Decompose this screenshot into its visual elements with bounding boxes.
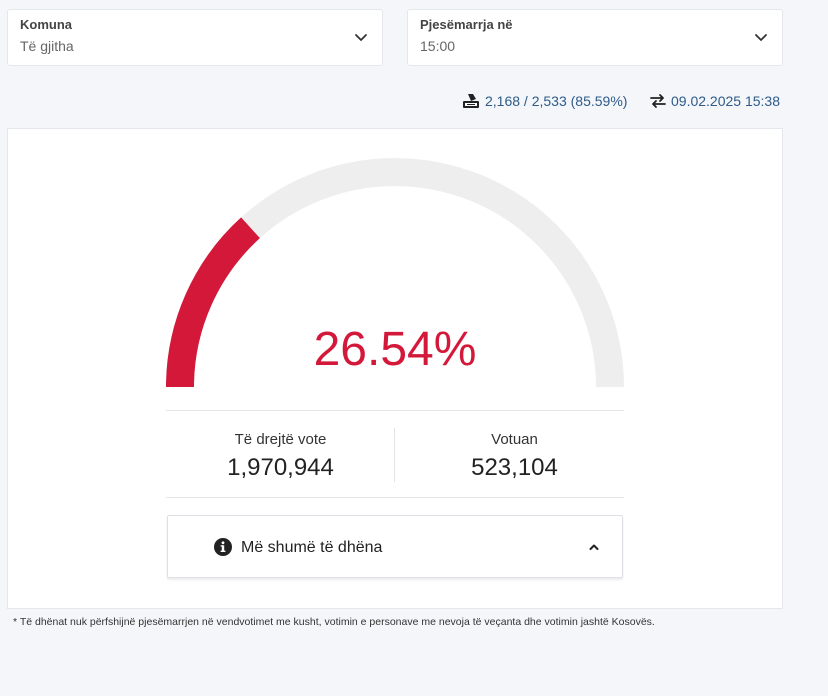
divider: [166, 497, 624, 498]
chevron-down-icon: [355, 34, 367, 41]
divider: [166, 410, 624, 411]
voted-label: Votuan: [491, 431, 538, 448]
voted-value: 523,104: [471, 454, 558, 481]
eligible-voters-label: Të drejtë vote: [234, 431, 327, 448]
info-icon: [214, 538, 232, 556]
gauge-fill: [166, 217, 261, 388]
chevron-up-icon: [589, 544, 599, 550]
ballot-box-icon: [463, 94, 479, 108]
divider: [394, 428, 395, 482]
participation-time-value: 15:00: [420, 38, 456, 54]
municipality-label: Komuna: [20, 17, 72, 32]
chevron-down-icon: [755, 34, 767, 41]
municipality-value: Të gjitha: [20, 38, 74, 54]
eligible-voters-value: 1,970,944: [227, 454, 334, 481]
eligible-voters-stat: Të drejtë vote 1,970,944: [166, 430, 395, 484]
participation-time-label: Pjesëmarrja në: [420, 17, 513, 32]
turnout-gauge: [166, 158, 624, 388]
participation-time-select[interactable]: Pjesëmarrja në 15:00: [407, 9, 783, 66]
sync-arrows-icon: [650, 94, 666, 108]
voted-stat: Votuan 523,104: [400, 430, 629, 484]
polling-stations-text: 2,168 / 2,533 (85.59%): [485, 93, 628, 109]
more-data-label: Më shumë të dhëna: [241, 539, 383, 556]
turnout-percentage: 26.54%: [313, 323, 477, 376]
municipality-select[interactable]: Komuna Të gjitha: [7, 9, 383, 66]
last-updated-text: 09.02.2025 15:38: [671, 93, 780, 109]
last-updated: 09.02.2025 15:38: [650, 90, 780, 112]
more-data-toggle[interactable]: Më shumë të dhëna: [167, 515, 623, 578]
footnote: * Të dhënat nuk përfshijnë pjesëmarrjen …: [13, 616, 655, 628]
polling-stations-reported: 2,168 / 2,533 (85.59%): [462, 90, 627, 112]
